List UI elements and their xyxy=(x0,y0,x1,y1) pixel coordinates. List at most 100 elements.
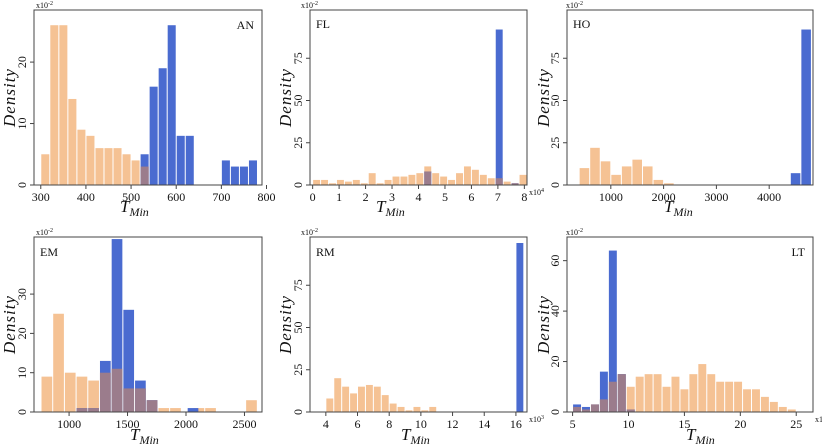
bar-a-fl-10 xyxy=(392,176,400,185)
x-tick-label: 16 xyxy=(510,417,522,431)
x-tick-label: 0 xyxy=(310,190,316,204)
x-tick-label: 5 xyxy=(570,417,576,431)
bar-a-lt-12 xyxy=(680,389,689,412)
x-tick-label: 1500 xyxy=(116,417,140,431)
bar-overlap-lt-4 xyxy=(608,381,617,412)
x-tick-label: 1000 xyxy=(57,417,81,431)
bar-a-fl-17 xyxy=(448,179,456,185)
bar-a-fl-19 xyxy=(463,166,471,185)
x-tick-label: 800 xyxy=(258,190,276,204)
plot-frame xyxy=(33,236,263,413)
bar-b-an-9 xyxy=(248,160,257,185)
bar-b-an-6 xyxy=(221,160,230,185)
bar-a-fl-11 xyxy=(400,176,408,185)
x-multiplier: x103 xyxy=(815,415,822,424)
panel-lt: 5 10 15 20 25 0 20 40 60 x10-2 x103 LT Density TMin xyxy=(534,228,822,444)
x-tick-label: 700 xyxy=(212,190,230,204)
bar-a-rm-12 xyxy=(421,410,429,412)
bar-b-ho-1 xyxy=(801,29,811,185)
y-tick-label: 10 xyxy=(15,367,29,379)
x-tick-label: 15 xyxy=(678,417,690,431)
x-multiplier: x104 xyxy=(529,188,544,197)
x-tick-label: 14 xyxy=(478,417,490,431)
bar-a-fl-15 xyxy=(432,173,440,185)
y-tick-label: 20 xyxy=(15,56,29,68)
bar-a-fl-21 xyxy=(479,174,487,185)
panel-label: EM xyxy=(40,245,58,259)
bar-a-lt-23 xyxy=(778,406,787,412)
bar-overlap-lt-1 xyxy=(582,409,590,412)
bar-a-fl-20 xyxy=(471,169,479,185)
bar-b-an-7 xyxy=(230,166,239,185)
bar-a-fl-4 xyxy=(344,181,352,185)
bar-overlap-em-3 xyxy=(111,368,123,412)
y-tick-label: 25 xyxy=(291,137,305,149)
bar-overlap-lt-2 xyxy=(590,404,599,412)
bar-overlap-lt-0 xyxy=(573,406,582,412)
x-tick-label: 3 xyxy=(389,190,395,204)
x-tick-label: 10 xyxy=(415,417,427,431)
bar-overlap-lt-6 xyxy=(626,409,635,412)
panel-label: LT xyxy=(791,245,805,259)
bar-b-an-3 xyxy=(167,25,176,185)
plot-frame xyxy=(566,236,814,413)
bar-a-lt-17 xyxy=(725,381,734,412)
bar-b-an-8 xyxy=(239,166,248,185)
bar-b-em-7 xyxy=(187,408,199,412)
x-tick-label: 7 xyxy=(495,190,501,204)
bar-a-fl-26 xyxy=(519,174,527,185)
x-tick-label: 4000 xyxy=(757,190,781,204)
bar-a-ho-6 xyxy=(642,166,653,185)
bar-a-fl-8 xyxy=(376,183,384,185)
bar-a-an-5 xyxy=(86,135,95,185)
bar-a-fl-2 xyxy=(329,183,336,185)
bar-a-an-2 xyxy=(59,25,68,185)
bar-a-em-1 xyxy=(53,313,64,412)
y-axis-label: Density xyxy=(0,68,19,128)
bar-overlap-em-2 xyxy=(99,372,111,412)
x-tick-label: 5 xyxy=(442,190,448,204)
x-tick-label: 500 xyxy=(122,190,140,204)
y-tick-label: 20 xyxy=(548,356,562,368)
bar-a-ho-2 xyxy=(600,161,611,185)
bar-a-lt-7 xyxy=(635,376,644,412)
bar-overlap-em-5 xyxy=(135,388,146,412)
bar-a-lt-15 xyxy=(707,374,716,412)
bar-b-fl-1 xyxy=(495,29,503,185)
x-tick-label: 1000 xyxy=(599,190,623,204)
x-multiplier: x103 xyxy=(529,415,544,424)
bar-b-lt-3 xyxy=(599,371,608,412)
bar-a-lt-11 xyxy=(671,376,680,412)
bar-a-em-4 xyxy=(88,380,99,412)
x-tick-label: 2000 xyxy=(174,417,198,431)
x-axis-label: TMin xyxy=(664,197,693,219)
x-tick-label: 4 xyxy=(323,417,329,431)
x-axis-label: TMin xyxy=(686,425,715,444)
bar-a-em-11 xyxy=(170,408,181,412)
panel-an: 300 400 500 600 700 80001020x10-2ANDensityTMi… xyxy=(0,1,276,219)
x-tick-label: 12 xyxy=(447,417,459,431)
bar-b-em-4 xyxy=(123,309,135,412)
bar-a-rm-3 xyxy=(350,393,358,412)
y-axis-label: Density xyxy=(0,295,19,355)
y-tick-label: 60 xyxy=(548,255,562,267)
bar-a-lt-10 xyxy=(662,386,671,412)
bar-a-fl-7 xyxy=(368,173,376,185)
y-tick-label: 0 xyxy=(548,409,562,415)
bar-a-em-13 xyxy=(205,408,216,412)
plot-frame xyxy=(33,9,263,186)
bar-a-fl-18 xyxy=(456,173,463,185)
bar-overlap-fl-1 xyxy=(495,178,503,185)
bar-a-an-6 xyxy=(95,148,104,185)
bar-a-em-2 xyxy=(64,372,76,412)
bar-a-em-14 xyxy=(246,400,257,412)
bar-a-ho-1 xyxy=(590,147,600,185)
bar-a-lt-14 xyxy=(698,364,707,412)
bar-overlap-em-1 xyxy=(88,408,99,412)
x-tick-label: 2500 xyxy=(232,417,256,431)
plot-frame xyxy=(566,9,814,186)
panel-ho: 1000 2000 3000 4000 0 25 50 75 x10-2 HO Density TMi… xyxy=(534,1,814,219)
bar-overlap-an-0 xyxy=(140,166,149,185)
